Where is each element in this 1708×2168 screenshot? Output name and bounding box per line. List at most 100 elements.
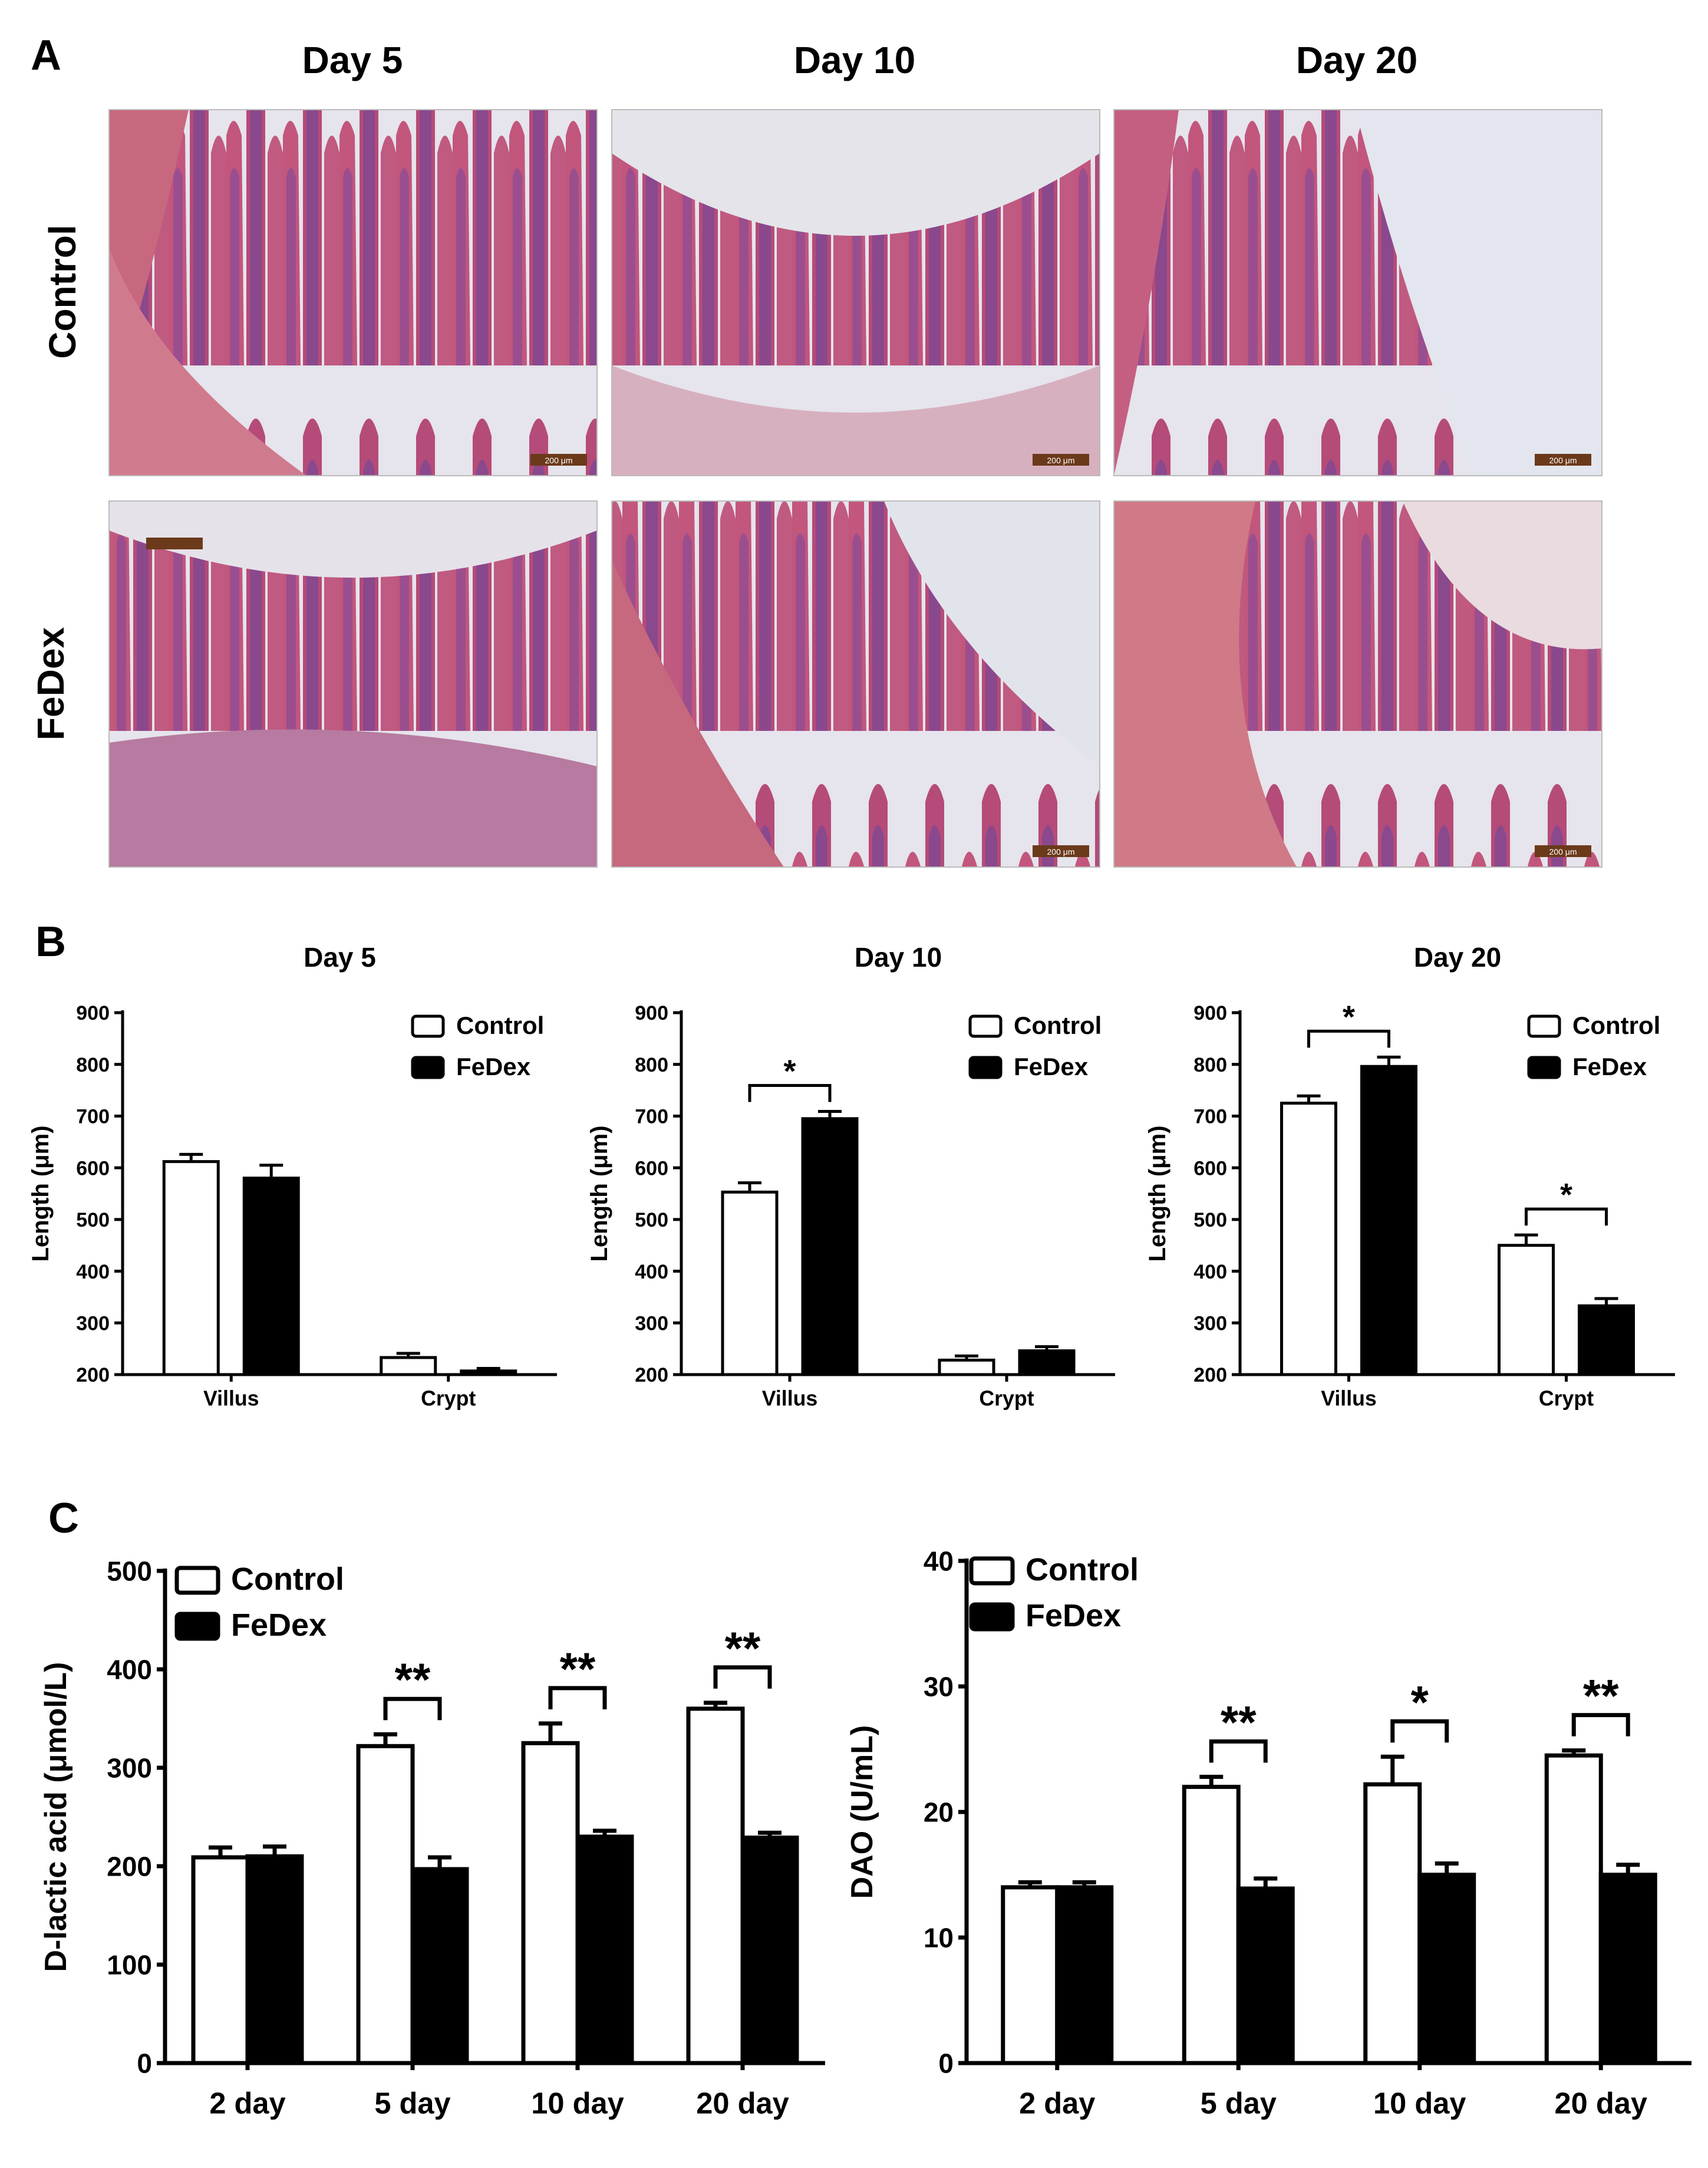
chart-d-lactic-acid: 0 100 200 300 400 500 D-lactic acid (μmol/L) 2 … [39, 1556, 825, 2120]
legend-swatch-fedex [968, 1056, 1003, 1079]
scale-bar-label: 200 μm [1549, 847, 1577, 856]
micrograph-control-day5: 200 μm [108, 109, 598, 476]
bar-control-villus [721, 1190, 779, 1376]
y-tick-label: 900 [76, 1002, 110, 1024]
y-tick-label: 300 [635, 1313, 668, 1335]
y-tick-label: 600 [76, 1157, 110, 1179]
bar-control-villus [1280, 1102, 1337, 1376]
bar-fedex-crypt [460, 1369, 517, 1376]
y-tick-label: 0 [137, 2048, 152, 2079]
y-tick-label: 40 [924, 1546, 954, 1577]
x-tick-label: 2 day [209, 2086, 285, 2120]
bar-control-20-day [1544, 1753, 1603, 2065]
x-tick-label: 20 day [1554, 2086, 1647, 2120]
y-tick-label: 400 [107, 1655, 152, 1685]
micrograph-control-day10: 200 μm [611, 109, 1100, 476]
significance-bracket [383, 1696, 442, 1721]
significance-marker: ** [395, 1653, 431, 1705]
bar-control-crypt [1498, 1244, 1555, 1376]
column-header-day5: Day 5 [302, 39, 403, 81]
y-tick-label: 0 [938, 2048, 954, 2079]
significance-bracket [1209, 1739, 1268, 1763]
legend-label-fedex: FeDex [456, 1053, 531, 1080]
y-axis-label: Length (μm) [586, 1125, 612, 1261]
panel-a: A Day 5 Day 10 Day 20 Control FeDex 200 … [29, 32, 1603, 868]
y-tick-label: 400 [76, 1261, 110, 1283]
significance-bracket [1390, 1719, 1449, 1743]
bar-fedex-crypt [1018, 1349, 1076, 1376]
x-tick-label: Crypt [421, 1387, 476, 1411]
legend-swatch-fedex [411, 1056, 445, 1079]
y-tick-label: 300 [1193, 1313, 1227, 1335]
bar-control-5-day [356, 1744, 415, 2065]
panel-a-letter: A [31, 32, 61, 79]
significance-bracket [713, 1665, 772, 1689]
y-tick-label: 900 [1193, 1002, 1227, 1024]
chart-title: Day 20 [1414, 942, 1501, 973]
y-axis-label: Length (μm) [28, 1125, 54, 1261]
y-axis-label: Length (μm) [1145, 1125, 1170, 1261]
legend-swatch-control [1527, 1014, 1561, 1038]
bar-fedex-villus [242, 1177, 300, 1376]
significance-bracket [1307, 1029, 1390, 1048]
bar-control-2-day [191, 1855, 250, 2065]
bar-fedex-10-day [1417, 1873, 1476, 2065]
bar-fedex-5-day [410, 1867, 469, 2065]
bar-fedex-crypt [1578, 1304, 1635, 1376]
bar-control-10-day [1363, 1782, 1422, 2065]
y-tick-label: 100 [107, 1950, 152, 1981]
chart-title: Day 10 [855, 942, 942, 973]
bar-control-10-day [521, 1741, 580, 2065]
row-label-control: Control [41, 225, 84, 359]
legend-swatch-fedex [969, 1602, 1015, 1632]
significance-marker: ** [725, 1622, 761, 1674]
y-tick-label: 300 [76, 1313, 110, 1335]
legend-label-fedex: FeDex [1572, 1053, 1647, 1080]
row-label-fedex: FeDex [29, 627, 72, 741]
legend-label-fedex: FeDex [1026, 1598, 1121, 1633]
legend-label-control: Control [456, 1011, 544, 1039]
bar-fedex-20-day [1598, 1873, 1657, 2065]
chart-villus-crypt-day5: Day 5 200 300 400 500 600 700 800 900 Length (μm)… [28, 942, 557, 1411]
bar-fedex-20-day [740, 1836, 799, 2065]
chart-title: Day 5 [304, 942, 376, 973]
y-tick-label: 200 [1193, 1364, 1227, 1386]
y-tick-label: 700 [635, 1106, 668, 1128]
x-tick-label: 10 day [531, 2086, 624, 2120]
bar-control-2-day [1001, 1885, 1060, 2065]
legend-label-fedex: FeDex [231, 1607, 327, 1643]
legend-swatch-fedex [174, 1612, 220, 1641]
legend-label-control: Control [231, 1561, 344, 1597]
bar-fedex-2-day [245, 1854, 304, 2065]
y-tick-label: 200 [76, 1364, 110, 1386]
bar-fedex-villus [1360, 1065, 1417, 1376]
x-tick-label: Villus [203, 1387, 259, 1411]
significance-marker: ** [1583, 1670, 1619, 1722]
y-tick-label: 700 [76, 1106, 110, 1128]
x-tick-label: Crypt [979, 1387, 1034, 1411]
legend-label-fedex: FeDex [1014, 1053, 1089, 1080]
legend-swatch-control [969, 1556, 1015, 1586]
significance-bracket [1525, 1207, 1608, 1226]
panel-b-letter: B [35, 918, 66, 966]
x-tick-label: Villus [1321, 1387, 1377, 1411]
significance-marker: * [783, 1054, 796, 1089]
y-tick-label: 500 [1193, 1209, 1227, 1231]
y-tick-label: 300 [107, 1753, 152, 1784]
chart-villus-crypt-day20: Day 20 200 300 400 500 600 700 800 900 Length (μm… [1145, 942, 1675, 1411]
y-tick-label: 900 [635, 1002, 668, 1024]
y-tick-label: 20 [924, 1797, 954, 1828]
y-tick-label: 500 [635, 1209, 668, 1231]
significance-bracket [748, 1084, 832, 1102]
x-tick-label: Villus [762, 1387, 818, 1411]
significance-marker: ** [1221, 1696, 1257, 1748]
significance-marker: * [1343, 999, 1355, 1034]
y-tick-label: 600 [635, 1157, 668, 1179]
legend-label-control: Control [1014, 1011, 1102, 1039]
chart-dao: 0 10 20 30 40 DAO (U/mL) 2 day 5 day ** 10 day * 20… [845, 1546, 1691, 2120]
column-header-day20: Day 20 [1296, 39, 1417, 81]
y-tick-label: 400 [635, 1261, 668, 1283]
y-axis-label: D-lactic acid (μmol/L) [39, 1662, 73, 1972]
x-tick-label: 5 day [1201, 2086, 1277, 2120]
